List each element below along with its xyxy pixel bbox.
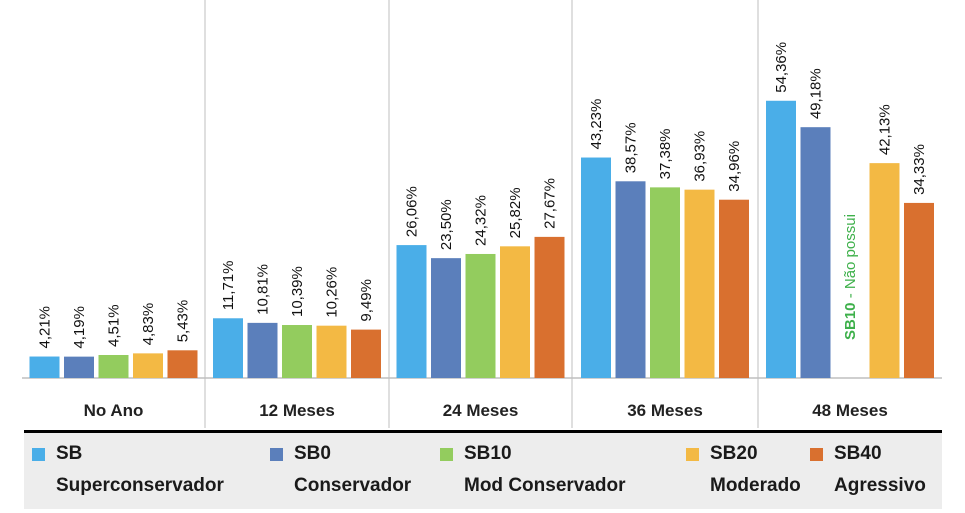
data-label: 10,39% [289, 266, 306, 317]
data-label: 10,81% [255, 264, 272, 315]
legend-series-description: Moderado [710, 475, 801, 496]
bar-sb0 [431, 258, 461, 378]
data-label: 4,83% [140, 303, 157, 346]
legend-swatch [440, 448, 453, 461]
bar-sb [396, 245, 427, 378]
category-label: No Ano [84, 401, 144, 420]
bar-sb20 [869, 163, 900, 378]
data-label: 36,93% [692, 131, 709, 182]
data-label: 34,96% [726, 141, 743, 192]
bar-sb20 [684, 189, 715, 378]
bar-sb10 [465, 253, 496, 378]
data-label: 5,43% [175, 300, 192, 343]
data-label: 23,50% [438, 199, 455, 250]
legend-series-name: SB0 [294, 443, 331, 464]
legend-series-name: SB20 [710, 443, 758, 464]
data-label: 10,26% [324, 267, 341, 318]
data-label: 11,71% [220, 261, 237, 311]
bar-sb20 [500, 246, 530, 378]
data-label: 4,21% [37, 306, 54, 349]
category-label: 12 Meses [259, 401, 335, 420]
data-label: 49,18% [808, 68, 825, 119]
data-label: 38,57% [623, 122, 640, 173]
bar-sb0 [64, 356, 94, 378]
bar-sb0 [247, 322, 278, 378]
bar-sb20 [316, 325, 347, 378]
legend-series-description: Conservador [294, 475, 412, 496]
legend-series-name: SB40 [834, 443, 882, 464]
bar-sb40 [904, 202, 934, 378]
data-label: 4,51% [106, 304, 123, 347]
bar-sb10 [282, 325, 312, 378]
legend-series-description: Superconservador [56, 475, 224, 496]
category-label: 24 Meses [443, 401, 519, 420]
data-label: 43,23% [588, 99, 605, 150]
bar-sb40 [534, 236, 565, 378]
data-label: 4,19% [71, 306, 88, 349]
data-label: 27,67% [542, 178, 559, 229]
data-label: 9,49% [358, 279, 375, 322]
legend-swatch [32, 448, 45, 461]
missing-data-note: SB10 - Não possui [842, 214, 859, 340]
data-label: 26,06% [404, 186, 421, 237]
data-label: 42,13% [877, 104, 894, 155]
bar-sb40 [167, 350, 198, 378]
bar-sb [213, 318, 243, 378]
legend-series-description: Agressivo [834, 475, 926, 496]
legend-series-name: SB10 [464, 443, 512, 464]
bar-sb [766, 100, 796, 378]
legend-swatch [810, 448, 823, 461]
bar-sb10 [98, 354, 129, 378]
legend-series-name: SB [56, 443, 83, 464]
legend-series-description: Mod Conservador [464, 475, 626, 496]
bar-sb [29, 356, 60, 378]
legend-swatch [686, 448, 699, 461]
category-label: 48 Meses [812, 401, 888, 420]
data-label: 34,33% [911, 144, 928, 195]
data-label: 54,36% [773, 42, 790, 93]
data-label: 37,38% [657, 128, 674, 179]
bar-sb10 [650, 187, 680, 378]
chart-legend: SB Superconservador SB0 Conservador SB10 Mod … [24, 430, 942, 509]
bar-sb40 [719, 199, 749, 378]
data-label: 24,32% [473, 195, 490, 246]
legend-swatch [270, 448, 283, 461]
bar-sb0 [800, 127, 831, 378]
bar-sb [581, 157, 611, 378]
bar-sb40 [351, 329, 381, 378]
data-label: 25,82% [507, 187, 524, 238]
category-label: 36 Meses [627, 401, 703, 420]
bar-chart: No Ano 4,21% 4,19% 4,51% 4,83% 5,43% 12 Meses 1… [22, 0, 942, 428]
bar-sb0 [615, 181, 646, 378]
bar-sb20 [133, 353, 163, 378]
